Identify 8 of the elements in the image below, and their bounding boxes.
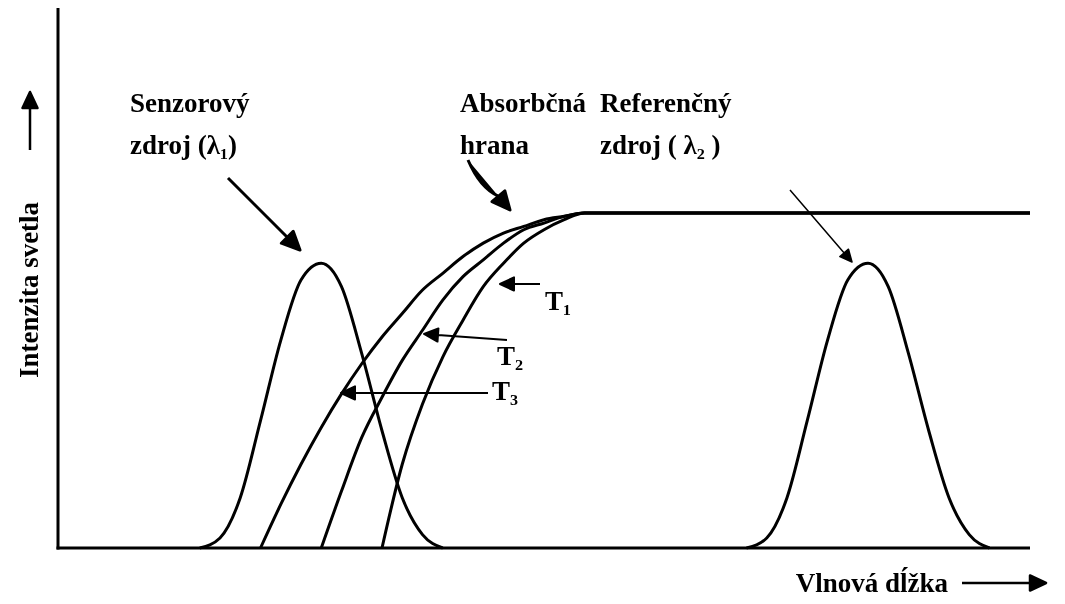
text: Absorbčná hrana bbox=[460, 88, 587, 160]
annotation: T₁ bbox=[545, 286, 572, 316]
text: Referenčný zdroj ( λ₂ ) bbox=[600, 88, 732, 160]
annotation: T₂ bbox=[497, 341, 524, 371]
annotation: T₃ bbox=[492, 376, 519, 406]
x-axis-title: Vlnová dĺžka bbox=[795, 567, 949, 598]
text: Senzorový zdroj (λ₁) bbox=[130, 88, 250, 160]
y-axis-title: Intenzita svetla bbox=[14, 201, 44, 379]
